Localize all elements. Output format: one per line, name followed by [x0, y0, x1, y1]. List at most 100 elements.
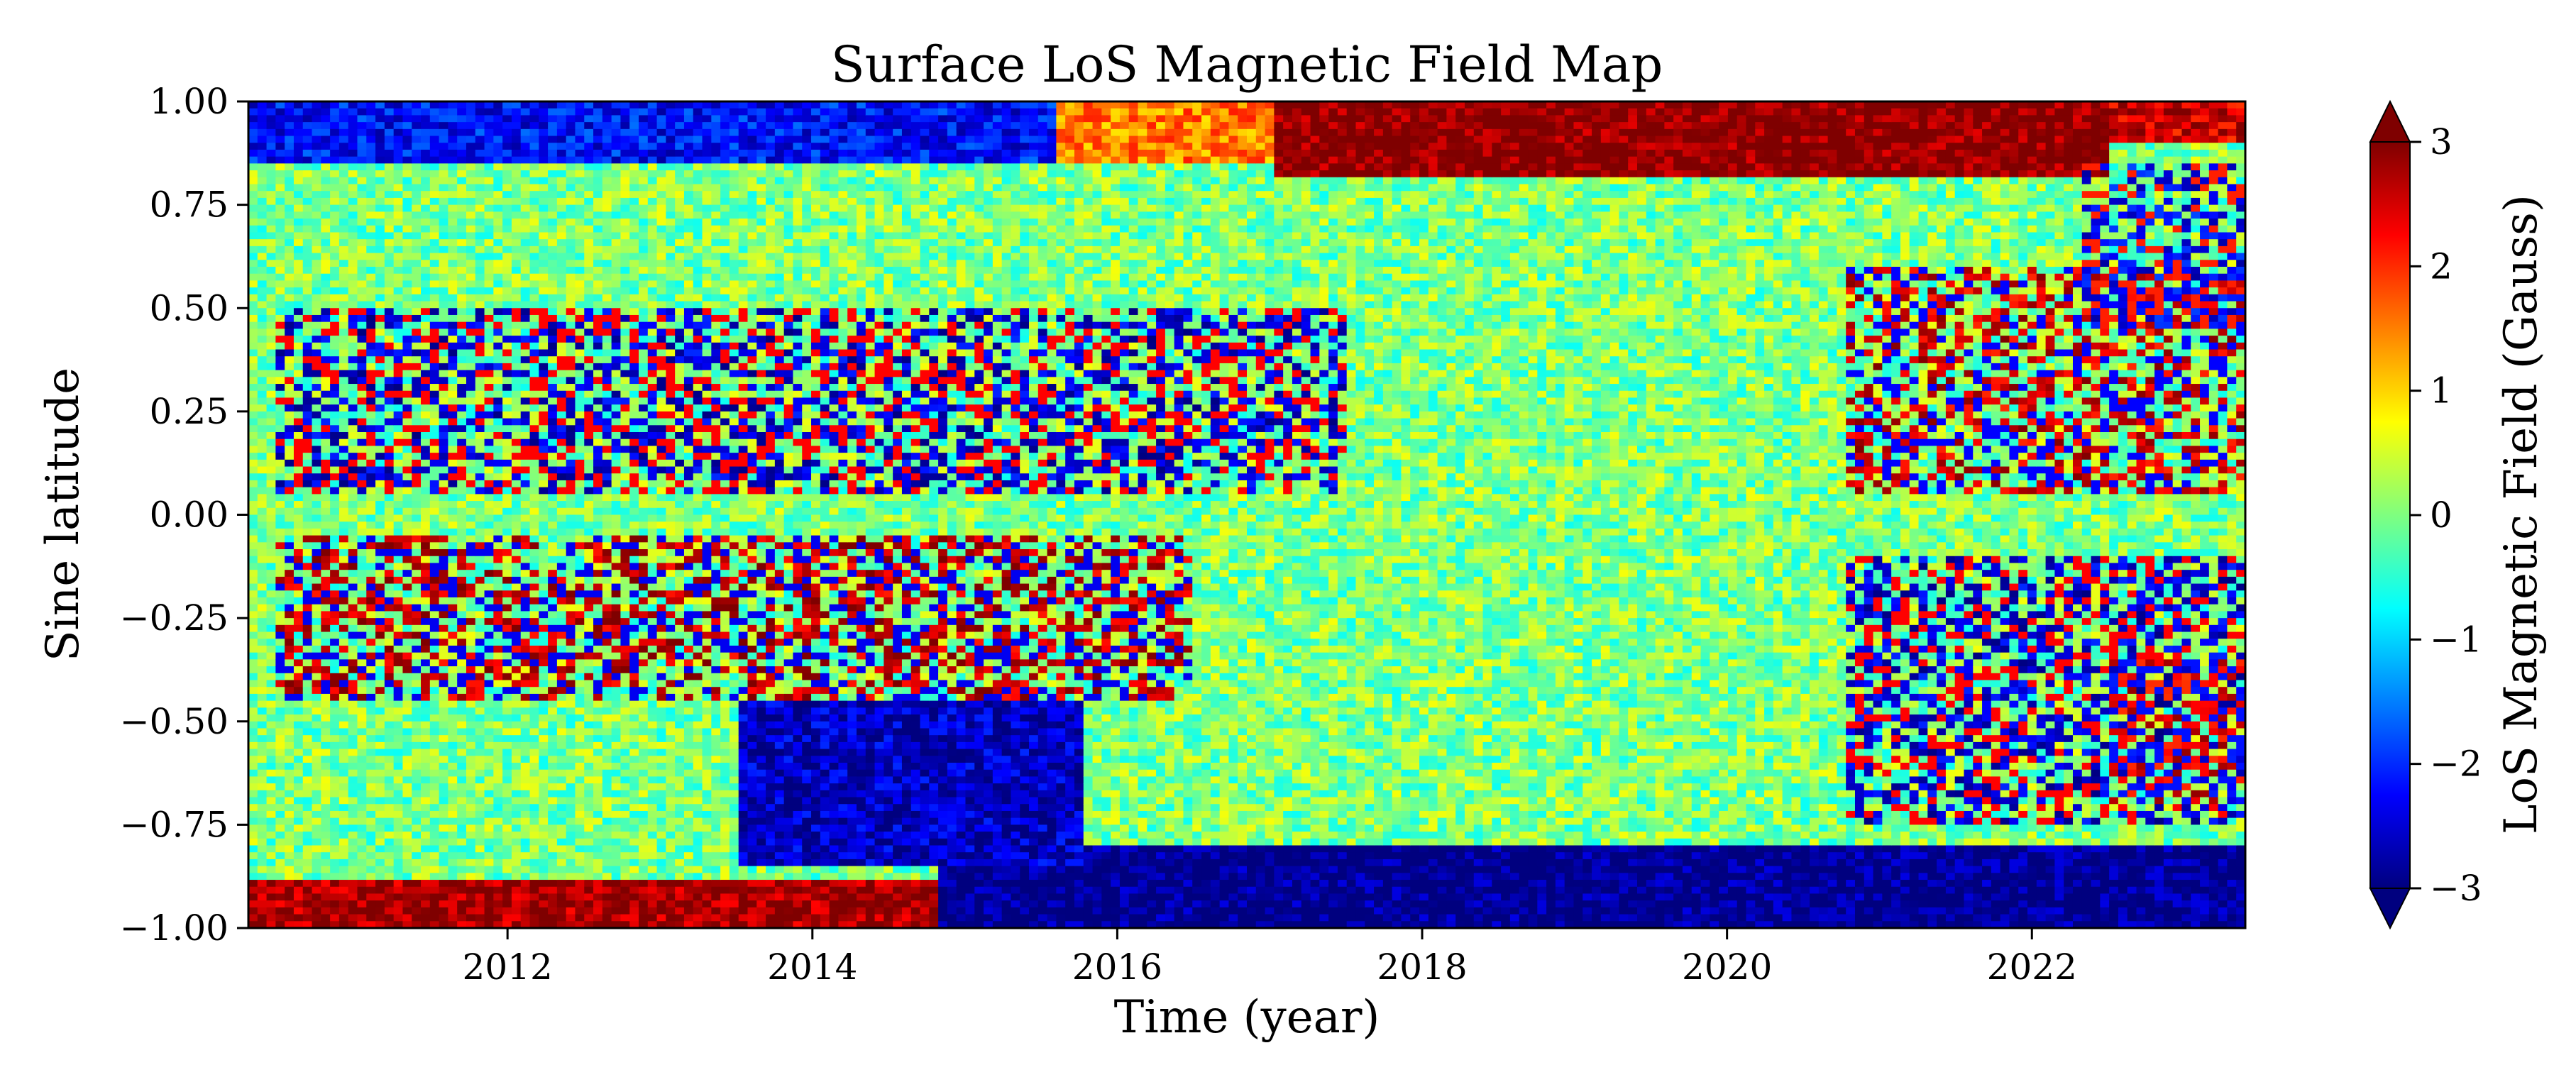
heatmap-cell — [402, 356, 412, 363]
heatmap-cell — [457, 763, 466, 770]
heatmap-cell — [512, 412, 521, 419]
heatmap-cell — [466, 157, 475, 164]
heatmap-cell — [475, 439, 485, 446]
heatmap-cell — [294, 487, 303, 495]
heatmap-cell — [502, 556, 512, 563]
heatmap-cell — [330, 205, 339, 212]
heatmap-cell — [394, 129, 403, 136]
heatmap-cell — [294, 157, 303, 164]
heatmap-cell — [312, 907, 321, 915]
heatmap-cell — [339, 232, 348, 239]
heatmap-cell — [512, 556, 521, 563]
heatmap-cell — [512, 267, 521, 274]
heatmap-cell — [421, 521, 430, 529]
heatmap-cell — [421, 824, 430, 832]
heatmap-cell — [248, 226, 258, 233]
heatmap-cell — [602, 515, 612, 522]
heatmap-cell — [575, 625, 584, 632]
heatmap-cell — [357, 893, 366, 900]
heatmap-cell — [321, 267, 330, 274]
heatmap-cell — [402, 893, 412, 900]
heatmap-cell — [475, 915, 485, 922]
heatmap-cell — [394, 143, 403, 150]
heatmap-cell — [339, 397, 348, 404]
heatmap-cell — [521, 302, 530, 309]
heatmap-cell — [303, 246, 312, 253]
heatmap-cell — [620, 584, 629, 591]
heatmap-cell — [485, 211, 494, 219]
heatmap-cell — [275, 818, 285, 825]
heatmap-cell — [321, 666, 330, 673]
heatmap-cell — [557, 653, 566, 660]
heatmap-cell — [402, 680, 412, 688]
heatmap-cell — [321, 115, 330, 122]
heatmap-cell — [294, 412, 303, 419]
heatmap-cell — [602, 404, 612, 412]
heatmap-cell — [620, 246, 629, 253]
heatmap-cell — [557, 783, 566, 790]
heatmap-cell — [267, 350, 276, 357]
heatmap-cell — [575, 356, 584, 363]
heatmap-cell — [267, 170, 276, 177]
heatmap-cell — [475, 756, 485, 763]
heatmap-cell — [557, 907, 566, 915]
heatmap-cell — [457, 666, 466, 673]
heatmap-cell — [485, 150, 494, 157]
heatmap-cell — [303, 852, 312, 859]
heatmap-cell — [285, 253, 294, 260]
heatmap-cell — [366, 790, 375, 797]
heatmap-cell — [312, 191, 321, 198]
heatmap-cell — [620, 556, 629, 563]
heatmap-cell — [466, 701, 475, 708]
heatmap-cell — [593, 109, 602, 116]
heatmap-cell — [402, 205, 412, 212]
heatmap-cell — [258, 570, 267, 577]
heatmap-cell — [303, 839, 312, 846]
heatmap-cell — [602, 832, 612, 839]
heatmap-cell — [466, 742, 475, 749]
heatmap-cell — [466, 722, 475, 729]
heatmap-cell — [330, 536, 339, 543]
heatmap-cell — [285, 605, 294, 612]
heatmap-cell — [330, 404, 339, 412]
heatmap-cell — [321, 205, 330, 212]
heatmap-cell — [348, 287, 358, 294]
heatmap-cell — [512, 184, 521, 192]
heatmap-cell — [421, 170, 430, 177]
heatmap-cell — [248, 494, 258, 501]
heatmap-cell — [248, 473, 258, 480]
heatmap-cell — [303, 219, 312, 226]
heatmap-cell — [394, 308, 403, 315]
heatmap-cell — [530, 873, 539, 880]
heatmap-cell — [602, 150, 612, 157]
heatmap-cell — [493, 570, 502, 577]
heatmap-cell — [321, 439, 330, 446]
heatmap-cell — [539, 122, 548, 129]
heatmap-cell — [612, 508, 621, 515]
heatmap-cell — [575, 253, 584, 260]
heatmap-cell — [357, 391, 366, 398]
heatmap-cell — [430, 893, 439, 900]
heatmap-cell — [421, 211, 430, 219]
heatmap-cell — [385, 556, 394, 563]
heatmap-cell — [485, 639, 494, 646]
heatmap-cell — [521, 432, 530, 439]
heatmap-cell — [593, 253, 602, 260]
heatmap-cell — [375, 900, 385, 907]
heatmap-cell — [584, 783, 593, 790]
heatmap-cell — [394, 157, 403, 164]
heatmap-cell — [439, 659, 448, 666]
heatmap-cell — [485, 494, 494, 501]
heatmap-cell — [275, 143, 285, 150]
heatmap-cell — [612, 377, 621, 384]
heatmap-cell — [439, 391, 448, 398]
heatmap-cell — [421, 460, 430, 467]
heatmap-cell — [285, 639, 294, 646]
heatmap-cell — [430, 432, 439, 439]
heatmap-cell — [602, 487, 612, 495]
heatmap-cell — [548, 714, 557, 722]
heatmap-cell — [457, 887, 466, 894]
heatmap-cell — [275, 115, 285, 122]
heatmap-cell — [475, 157, 485, 164]
heatmap-cell — [566, 839, 576, 846]
